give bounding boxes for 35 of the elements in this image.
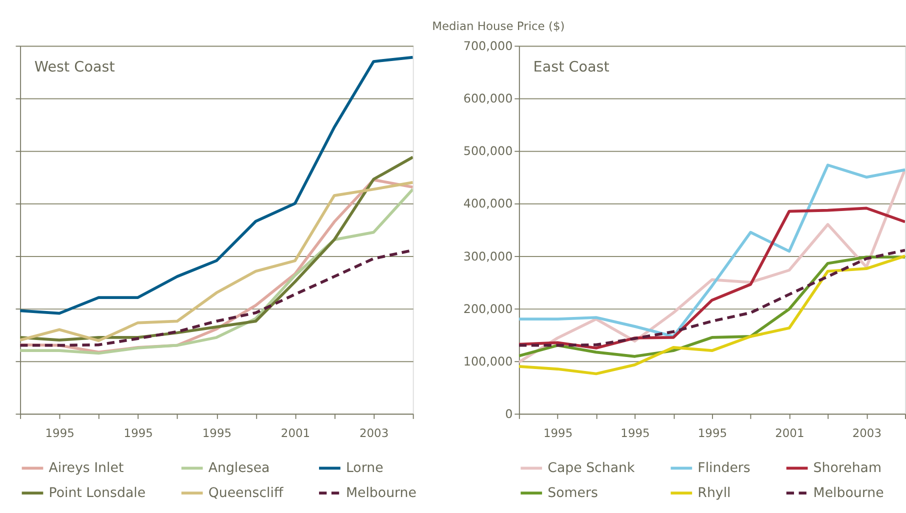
y-tick-label: 300,000 (463, 249, 513, 264)
legend-label: Melbourne (346, 486, 416, 501)
legend-label: Flinders (698, 460, 750, 476)
y-tick-label: 500,000 (463, 144, 513, 158)
y-tick-label: 700,000 (463, 39, 513, 54)
y-tick-label: 200,000 (463, 302, 513, 316)
y-axis-title: Median House Price ($) (432, 18, 565, 33)
legend-label: Somers (548, 486, 598, 501)
y-tick-label: 0 (505, 406, 513, 421)
x-tick-label: 2003 (359, 426, 389, 440)
legend-label: Melbourne (813, 486, 884, 501)
y-tick-label: 600,000 (463, 92, 513, 106)
x-tick-label: 2003 (852, 426, 882, 440)
y-tick-label: 100,000 (463, 354, 513, 368)
x-tick-label: 1995 (698, 426, 728, 440)
line-series (518, 254, 906, 376)
y-tick-label: 400,000 (463, 196, 513, 211)
legend-label: Queenscliff (208, 486, 284, 501)
legend-label: Shoreham (813, 460, 882, 476)
x-tick-label: 1995 (543, 426, 573, 440)
legend-label: Rhyll (698, 486, 731, 501)
x-tick-label: 1995 (124, 426, 153, 440)
x-tick-label: 1995 (202, 426, 232, 440)
line-series (518, 248, 906, 347)
x-tick-label: 1995 (45, 426, 74, 440)
x-tick-label: 2001 (775, 426, 804, 440)
legend-label: Point Lonsdale (48, 486, 146, 501)
legend-label: Cape Schank (548, 460, 636, 476)
x-tick-label: 2001 (280, 426, 310, 440)
text: West Coast (34, 60, 116, 76)
legend-label: Lorne (346, 460, 384, 476)
x-tick-label: 1995 (620, 426, 650, 440)
text: East Coast (533, 60, 610, 76)
legend-label: Aireys Inlet (48, 460, 124, 476)
legend-label: Anglesea (208, 460, 270, 476)
